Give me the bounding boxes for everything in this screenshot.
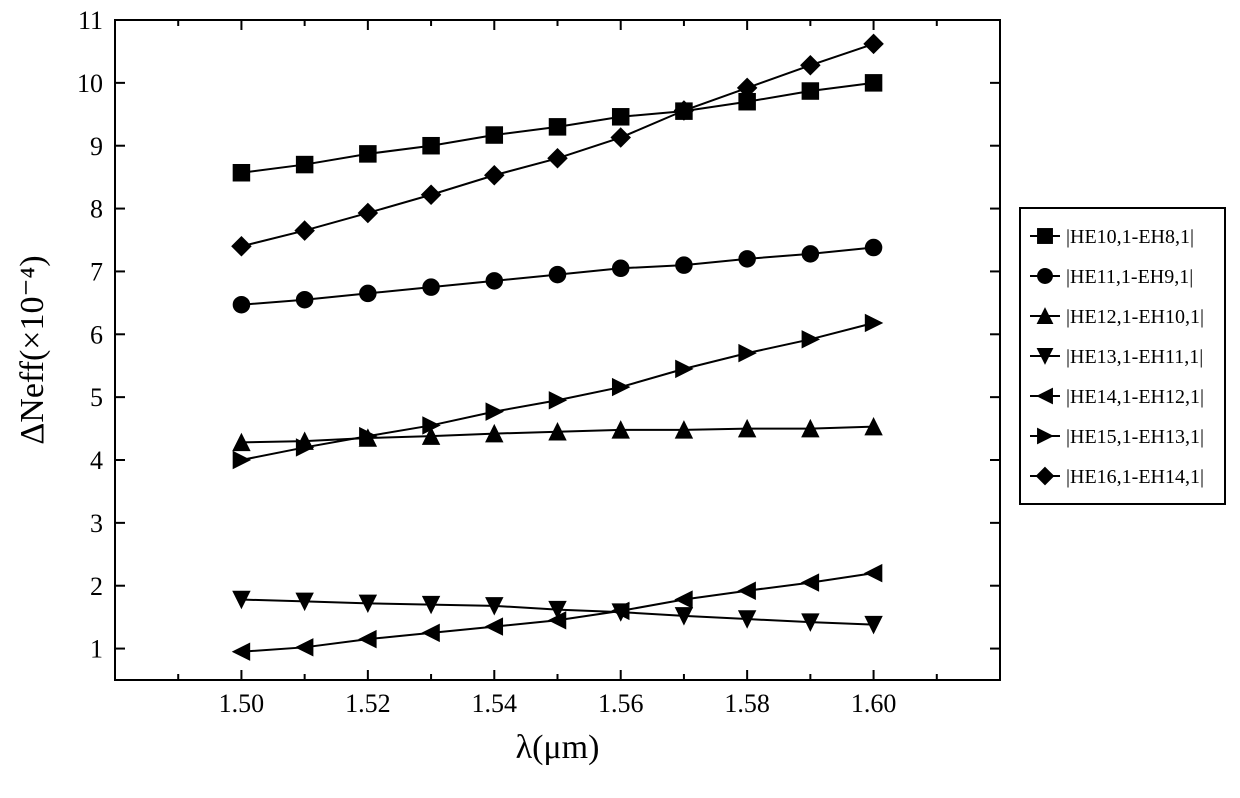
marker-circle — [802, 246, 818, 262]
marker-tri-right — [486, 404, 502, 420]
marker-tri-right — [233, 452, 249, 468]
y-tick-label: 3 — [90, 509, 103, 538]
marker-square — [802, 83, 818, 99]
x-tick-label: 1.50 — [219, 689, 265, 718]
marker-tri-left — [676, 592, 692, 608]
marker-diamond — [295, 221, 313, 239]
x-tick-label: 1.60 — [851, 689, 897, 718]
marker-diamond — [485, 166, 503, 184]
marker-diamond — [864, 35, 882, 53]
x-tick-label: 1.54 — [472, 689, 518, 718]
series-line — [241, 44, 873, 246]
marker-diamond — [232, 237, 250, 255]
marker-circle — [866, 240, 882, 256]
marker-circle — [297, 292, 313, 308]
marker-square — [423, 138, 439, 154]
marker-square — [486, 127, 502, 143]
marker-diamond — [612, 128, 630, 146]
marker-square — [866, 75, 882, 91]
legend-label: |HE11,1-EH9,1| — [1066, 266, 1193, 288]
marker-tri-left — [866, 565, 882, 581]
marker-circle — [360, 285, 376, 301]
marker-circle — [1038, 269, 1052, 283]
marker-square — [360, 146, 376, 162]
marker-diamond — [422, 186, 440, 204]
marker-circle — [550, 267, 566, 283]
marker-square — [550, 119, 566, 135]
marker-square — [613, 109, 629, 125]
legend-label: |HE15,1-EH13,1| — [1066, 426, 1204, 448]
marker-circle — [613, 260, 629, 276]
line-chart: 1.50 1.52 1.54 1.56 1.58 1.60 1 2 3 4 5 6 7 8 9 10 11 λ(μ… — [0, 0, 1240, 798]
marker-circle — [486, 273, 502, 289]
series — [233, 315, 881, 468]
legend: |HE10,1-EH8,1| |HE11,1-EH9,1| |HE12,1-EH10… — [1020, 208, 1225, 504]
marker-square — [297, 157, 313, 173]
marker-tri-left — [423, 625, 439, 641]
marker-tri-left — [486, 619, 502, 635]
y-tick-label: 4 — [90, 446, 103, 475]
series — [233, 240, 881, 313]
marker-tri-right — [739, 345, 755, 361]
series — [232, 35, 883, 256]
y-tick-label: 2 — [90, 572, 103, 601]
marker-diamond — [801, 56, 819, 74]
series — [233, 419, 881, 451]
legend-label: |HE12,1-EH10,1| — [1066, 306, 1204, 328]
legend-label: |HE13,1-EH11,1| — [1066, 346, 1203, 368]
y-tick-label: 6 — [90, 320, 103, 349]
y-axis-title: ΔNeff(×10⁻⁴) — [14, 255, 51, 444]
marker-tri-right — [613, 379, 629, 395]
marker-diamond — [359, 204, 377, 222]
y-tick-label: 7 — [90, 258, 103, 287]
marker-tri-left — [233, 644, 249, 660]
y-tick-label: 5 — [90, 383, 103, 412]
legend-label: |HE16,1-EH14,1| — [1066, 466, 1204, 488]
marker-tri-right — [676, 361, 692, 377]
marker-tri-left — [739, 583, 755, 599]
marker-tri-left — [360, 631, 376, 647]
series-group — [232, 35, 883, 660]
legend-label: |HE10,1-EH8,1| — [1066, 226, 1194, 248]
marker-tri-right — [866, 315, 882, 331]
marker-circle — [676, 257, 692, 273]
marker-tri-left — [297, 639, 313, 655]
x-axis-title: λ(μm) — [516, 729, 600, 766]
marker-circle — [739, 251, 755, 267]
y-tick-label: 10 — [77, 69, 103, 98]
marker-tri-right — [550, 392, 566, 408]
y-tick-label: 9 — [90, 132, 103, 161]
series — [233, 592, 881, 633]
marker-diamond — [548, 149, 566, 167]
x-tick-label: 1.58 — [724, 689, 770, 718]
y-tick-label: 8 — [90, 195, 103, 224]
marker-circle — [233, 297, 249, 313]
legend-label: |HE14,1-EH12,1| — [1066, 386, 1204, 408]
marker-tri-left — [802, 575, 818, 591]
marker-tri-right — [802, 331, 818, 347]
x-tick-label: 1.56 — [598, 689, 644, 718]
y-tick-label: 11 — [78, 6, 103, 35]
x-tick-label: 1.52 — [345, 689, 391, 718]
marker-square — [1038, 229, 1052, 243]
y-tick-label: 1 — [90, 635, 103, 664]
marker-square — [233, 165, 249, 181]
marker-circle — [423, 279, 439, 295]
chart-container: 1.50 1.52 1.54 1.56 1.58 1.60 1 2 3 4 5 6 7 8 9 10 11 λ(μ… — [0, 0, 1240, 798]
